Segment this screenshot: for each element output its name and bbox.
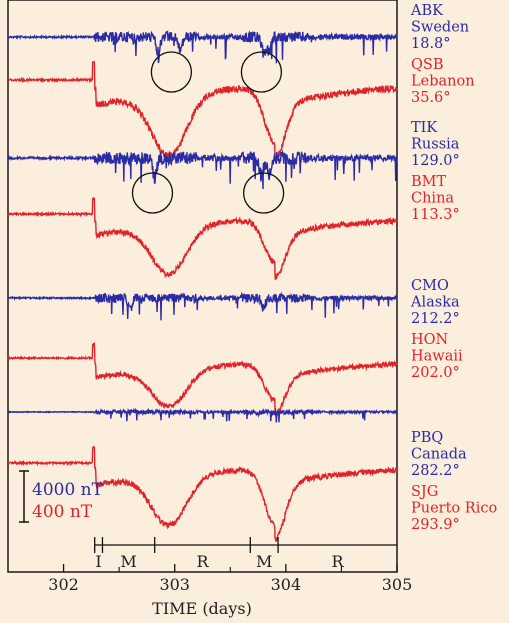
x-tick-label-305: 305: [382, 575, 413, 594]
x-tick-label-302: 302: [48, 575, 79, 594]
highlight-circle-abk-1: [240, 51, 283, 93]
traces-group: [7, 30, 398, 542]
scale-label-blue: 4000 nT: [32, 480, 104, 500]
station-qsb-angle: 35.6°: [411, 90, 451, 106]
phase-label-1: M: [120, 552, 136, 571]
trace-qsb: [7, 60, 398, 163]
station-bmt-place: China: [411, 191, 454, 207]
scale-bar: 4000 nT 400 nT: [19, 470, 104, 523]
station-hon-place: Hawaii: [411, 349, 463, 365]
trace-cmo: [7, 291, 398, 321]
highlight-circle-tik-1: [242, 172, 285, 214]
station-sjg-place: Puerto Rico: [411, 501, 497, 517]
circles-group: [131, 51, 285, 214]
station-sjg-code: SJG: [411, 484, 438, 500]
station-cmo-place: Alaska: [410, 295, 460, 311]
station-tik-code: TIK: [411, 120, 438, 136]
station-pbq-angle: 282.2°: [411, 463, 460, 479]
trace-tik: [7, 149, 398, 190]
phase-label-3: M: [256, 552, 272, 571]
phase-label-0: I: [95, 552, 101, 571]
station-tik-angle: 129.0°: [411, 153, 460, 169]
station-pbq-place: Canada: [411, 447, 467, 463]
station-qsb-place: Lebanon: [411, 74, 475, 90]
station-abk-place: Sweden: [411, 20, 469, 36]
x-tick-label-304: 304: [271, 575, 302, 594]
station-pbq-code: PBQ: [411, 430, 443, 446]
highlight-circle-tik-0: [131, 172, 174, 214]
station-sjg-angle: 293.9°: [411, 517, 460, 533]
station-tik-place: Russia: [411, 137, 460, 153]
trace-hon: [7, 341, 398, 417]
station-bmt-angle: 113.3°: [411, 207, 460, 223]
scale-label-red: 400 nT: [32, 502, 93, 522]
station-abk-angle: 18.8°: [411, 36, 451, 52]
station-hon-angle: 202.0°: [411, 365, 460, 381]
station-cmo-code: CMO: [411, 278, 449, 294]
trace-pbq: [7, 407, 398, 423]
highlight-circle-abk-0: [150, 51, 193, 93]
trace-abk: [7, 30, 398, 64]
trace-bmt: [7, 196, 398, 281]
station-qsb-code: QSB: [411, 57, 443, 73]
x-axis-title: TIME (days): [152, 599, 252, 618]
station-hon-code: HON: [411, 332, 449, 348]
x-tick-label-303: 303: [159, 575, 190, 594]
phase-label-4: R: [332, 552, 345, 571]
station-abk-code: ABK: [410, 3, 444, 19]
trace-sjg: [7, 446, 398, 542]
station-cmo-angle: 212.2°: [411, 311, 460, 327]
phase-label-2: R: [196, 552, 209, 571]
station-bmt-code: BMT: [411, 174, 447, 190]
x-axis: 302 303 304 305: [48, 564, 412, 594]
